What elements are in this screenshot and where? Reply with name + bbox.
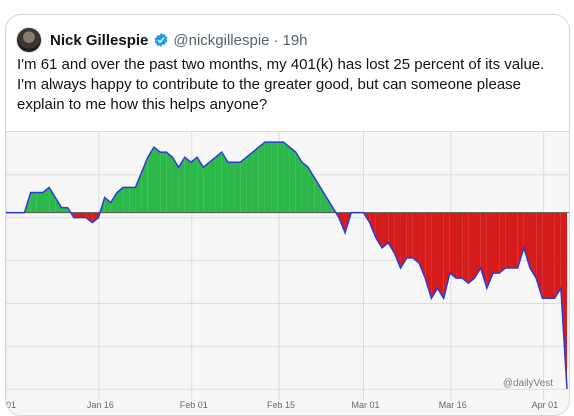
chart-areas [6,141,569,390]
area-segment [258,142,265,213]
area-segment [530,212,537,279]
chart-watermark: @dailyVest [502,378,553,389]
area-segment [36,192,43,213]
area-segment [30,192,37,213]
area-segment [295,152,302,213]
chart-grid [6,132,569,400]
area-segment [129,187,136,213]
performance-chart [6,132,569,400]
tweet-media-chart[interactable]: @dailyVest 01 Jan 16 Feb 01 Feb 15 Mar 01 Mar… [6,131,569,415]
series-line [6,141,568,390]
area-segment [505,212,512,269]
area-segment [61,207,68,213]
area-segment [308,167,315,213]
area-segment [184,157,191,213]
author-handle[interactable]: @nickgillespie [173,31,270,49]
area-segment [215,152,222,213]
area-segment [116,187,124,213]
area-segment [190,157,198,213]
separator-dot: · [273,31,279,49]
area-segment [437,212,444,299]
area-segment [425,212,432,299]
x-tick-label: Mar 16 [438,400,467,410]
area-segment [523,212,531,269]
x-tick-label: 01 [6,400,17,410]
area-segment [141,157,148,213]
area-segment [468,212,475,284]
area-segment [178,157,185,213]
area-segment [548,212,555,299]
x-tick-label: Apr 01 [531,400,559,410]
area-segment [42,187,50,213]
area-segment [227,162,235,213]
area-segment [221,152,228,213]
area-segment [79,212,87,218]
tweet-text: I'm 61 and over the past two months, my … [17,56,545,113]
area-segment [493,212,500,274]
area-segment [536,212,543,299]
area-segment [289,147,296,213]
area-segment [499,212,506,274]
area-segment [486,212,494,289]
area-segment [73,212,80,218]
area-segment [560,212,567,389]
area-segment [406,212,413,258]
area-segment [264,142,272,213]
x-tick-label: Jan 16 [86,400,114,410]
x-tick-label: Feb 01 [179,400,208,410]
author-name[interactable]: Nick Gillespie [50,31,149,49]
area-segment [203,162,210,213]
area-segment [166,152,173,213]
area-segment [197,157,204,213]
area-segment [283,142,290,213]
x-tick-label: Feb 15 [267,400,296,410]
area-segment [252,147,259,213]
area-segment [394,212,401,269]
area-segment [110,192,117,213]
area-segment [153,147,161,213]
area-segment [320,187,327,213]
area-segment [456,212,463,279]
verified-badge-icon [154,33,168,47]
area-segment [49,187,56,213]
area-segment [511,212,518,269]
area-segment [369,212,376,238]
area-segment [271,142,278,213]
avatar[interactable] [16,27,42,53]
area-segment [240,157,247,213]
area-segment [301,162,309,213]
area-segment [462,212,469,284]
area-segment [419,212,426,279]
area-segment [86,212,93,223]
x-axis-labels: 01 Jan 16 Feb 01 Feb 15 Mar 01 Mar 16 Apr 01 [6,400,569,415]
area-segment [431,212,438,299]
area-segment [400,212,407,269]
area-segment [234,162,241,213]
area-segment [147,147,154,213]
area-segment [246,152,253,213]
area-segment [388,212,395,253]
tweet-card[interactable]: Nick Gillespie @nickgillespie · 19h I'm … [5,14,570,416]
area-segment [209,157,216,213]
area-segment [542,212,549,299]
area-segment [172,157,179,213]
area-segment [135,172,142,213]
area-segment [554,212,561,299]
x-tick-label: Mar 01 [351,400,380,410]
area-segment [412,212,420,263]
area-segment [480,212,487,289]
area-segment [382,212,389,248]
tweet-header: Nick Gillespie @nickgillespie · 19h [16,26,308,54]
area-segment [517,212,524,269]
area-segment [123,187,130,213]
area-segment [160,152,167,213]
area-segment [449,212,457,279]
area-segment [474,212,481,279]
area-segment [277,142,284,213]
area-segment [92,212,99,223]
tweet-timestamp[interactable]: 19h [282,31,308,49]
